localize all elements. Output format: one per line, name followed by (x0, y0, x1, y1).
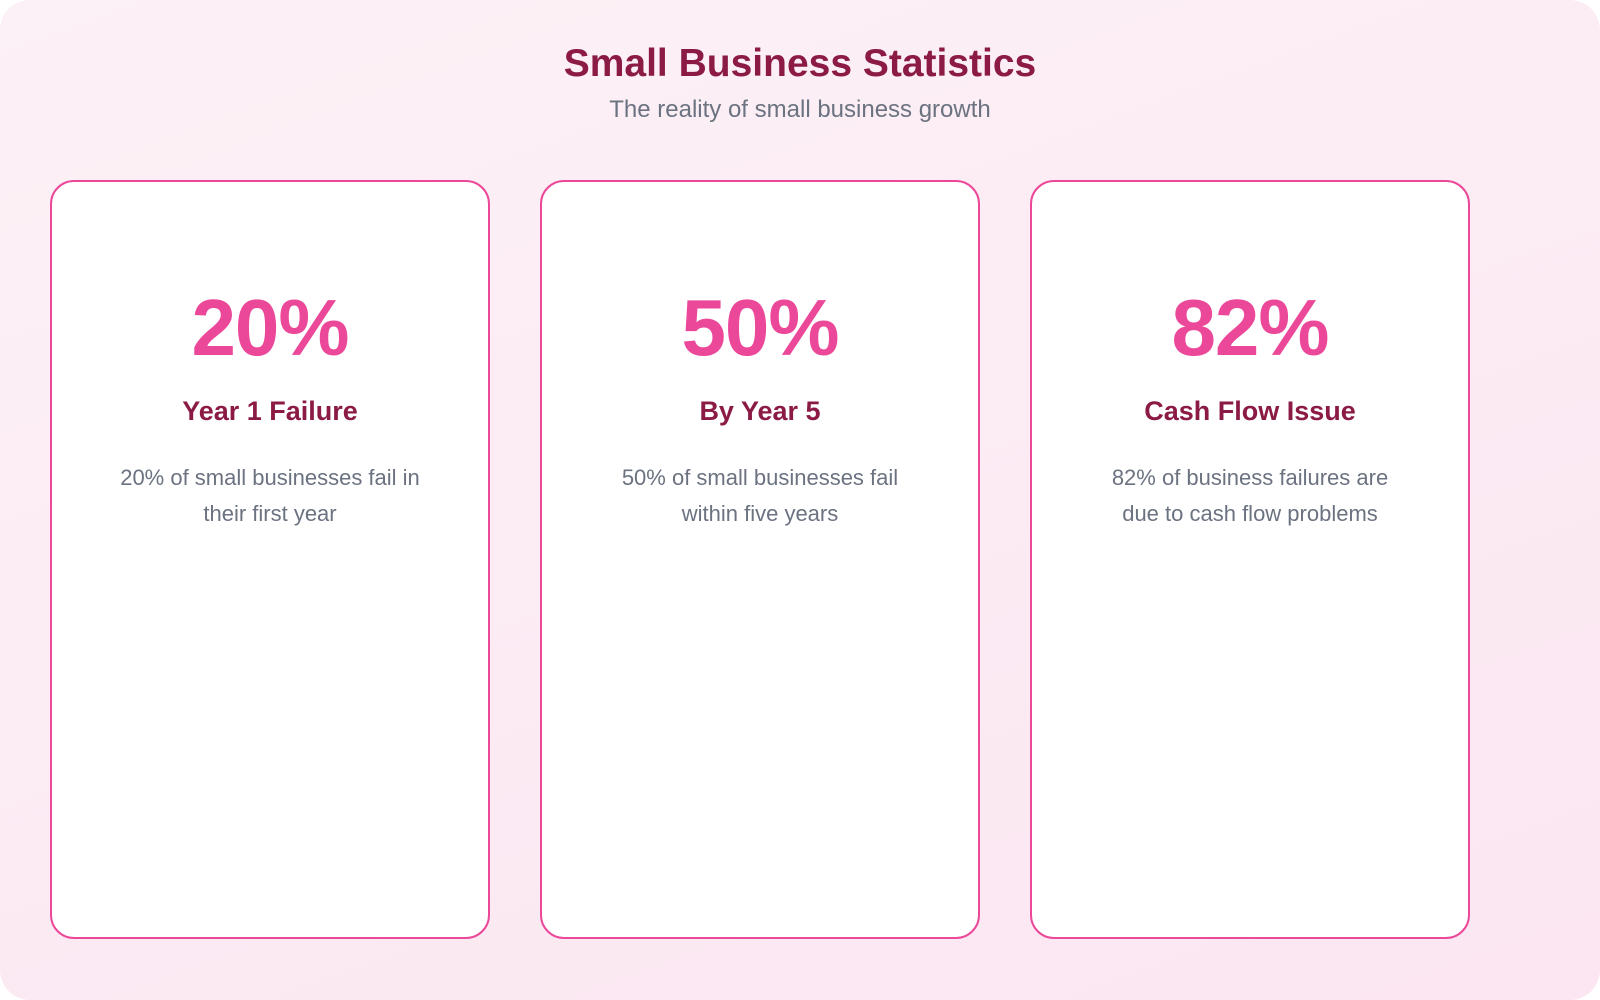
page-title: Small Business Statistics (563, 42, 1037, 85)
stat-card-year5: 50% By Year 5 50% of small businesses fa… (540, 180, 980, 939)
stat-label: Year 1 Failure (182, 396, 358, 426)
stat-value: 20% (191, 283, 349, 372)
stat-value: 82% (1171, 283, 1329, 372)
stat-value: 50% (681, 283, 839, 372)
stat-description: 82% of business failures are due to cash… (1111, 465, 1389, 526)
stat-description: 50% of small businesses fail within five… (621, 465, 899, 526)
page-subtitle: The reality of small business growth (609, 96, 991, 123)
stat-card-year1: 20% Year 1 Failure 20% of small business… (50, 180, 490, 939)
stat-label: Cash Flow Issue (1144, 396, 1356, 426)
stat-description: 20% of small businesses fail in their fi… (120, 465, 420, 526)
stat-label: By Year 5 (699, 396, 821, 426)
stat-card-cash-flow: 82% Cash Flow Issue 82% of business fail… (1030, 180, 1470, 939)
